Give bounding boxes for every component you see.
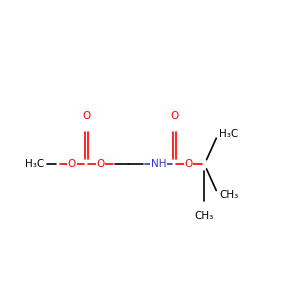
Text: O: O (82, 111, 91, 121)
Text: NH: NH (151, 159, 166, 169)
Text: O: O (97, 159, 105, 169)
Text: CH₃: CH₃ (219, 190, 238, 200)
Text: CH₃: CH₃ (195, 211, 214, 221)
Text: O: O (170, 111, 178, 121)
Text: O: O (184, 159, 192, 169)
Text: H₃C: H₃C (219, 128, 238, 139)
Text: H₃C: H₃C (25, 159, 44, 169)
Text: O: O (68, 159, 76, 169)
